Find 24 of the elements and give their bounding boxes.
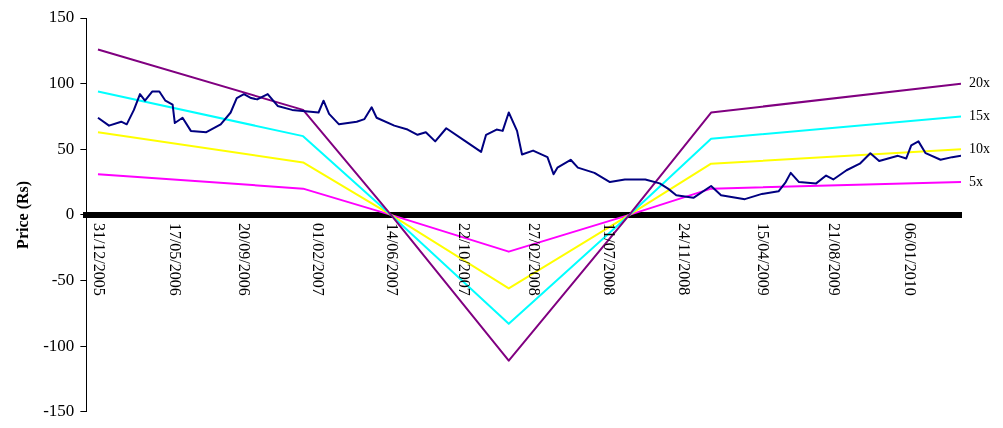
y-tick-label: -100 [43,335,75,355]
y-tick-label: 0 [65,204,75,224]
x-tick-label: 21/08/2009 [825,222,843,296]
x-tick-label: 22/10/2007 [455,222,473,296]
series-label: 5x [969,173,983,189]
series-label: 10x [969,140,990,156]
x-tick-label: 14/06/2007 [383,222,401,296]
y-tick-label: 100 [48,73,75,93]
x-tick-label: 06/01/2010 [901,222,919,296]
x-tick-label: 11/07/2008 [601,222,619,296]
x-tick-label: 27/02/2008 [526,222,544,296]
y-tick-label: 50 [57,138,75,158]
y-axis-title: Price (Rs) [13,180,32,249]
y-tick-label: -150 [43,401,75,421]
x-tick-label: 20/09/2006 [236,222,254,296]
x-tick-label: 01/02/2007 [310,222,328,296]
y-tick-label: 150 [48,7,75,27]
y-tick-label: -50 [51,270,75,289]
series-label: 15x [969,108,990,124]
x-tick-label: 31/12/2005 [90,222,108,296]
x-tick-label: 24/11/2008 [676,222,694,296]
x-tick-label: 17/05/2006 [166,222,184,296]
series-label: 20x [969,75,990,91]
x-tick-label: 15/04/2009 [754,222,772,296]
